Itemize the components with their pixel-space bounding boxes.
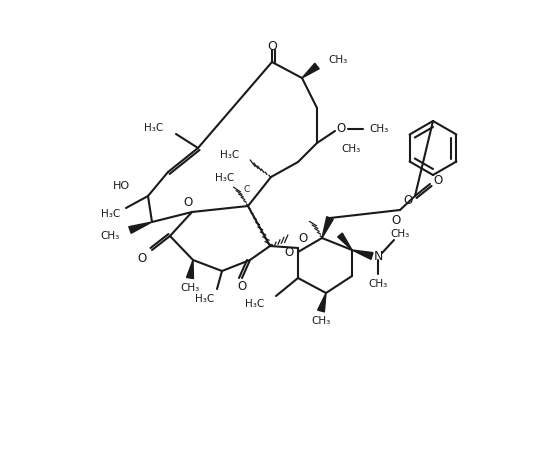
Text: HO: HO xyxy=(113,181,130,191)
Text: CH₃: CH₃ xyxy=(101,231,120,241)
Text: O: O xyxy=(337,122,345,136)
Text: O: O xyxy=(238,279,246,292)
Text: N: N xyxy=(373,249,383,262)
Polygon shape xyxy=(129,222,152,233)
Text: CH₃: CH₃ xyxy=(311,316,331,326)
Text: H₃C: H₃C xyxy=(195,294,214,304)
Text: O: O xyxy=(267,40,277,52)
Text: H₃C: H₃C xyxy=(101,209,120,219)
Polygon shape xyxy=(322,217,333,238)
Text: H₃C: H₃C xyxy=(144,123,163,133)
Text: H₃C: H₃C xyxy=(220,150,239,160)
Text: C: C xyxy=(244,186,250,195)
Polygon shape xyxy=(338,233,352,250)
Text: CH₃: CH₃ xyxy=(180,283,200,293)
Text: CH₃: CH₃ xyxy=(368,279,388,289)
Text: O: O xyxy=(183,196,192,208)
Polygon shape xyxy=(302,63,319,78)
Text: CH₃: CH₃ xyxy=(328,55,347,65)
Polygon shape xyxy=(352,250,373,259)
Text: CH₃: CH₃ xyxy=(390,229,410,239)
Text: O: O xyxy=(138,251,147,265)
Text: O: O xyxy=(298,231,307,245)
Text: H₃C: H₃C xyxy=(245,299,264,309)
Text: H₃C: H₃C xyxy=(214,173,234,183)
Text: CH₃: CH₃ xyxy=(341,144,360,154)
Text: CH₃: CH₃ xyxy=(369,124,388,134)
Text: O: O xyxy=(392,215,400,228)
Text: O: O xyxy=(284,246,294,258)
Text: O: O xyxy=(403,194,412,207)
Polygon shape xyxy=(186,260,194,278)
Polygon shape xyxy=(318,293,326,312)
Text: O: O xyxy=(433,175,443,188)
